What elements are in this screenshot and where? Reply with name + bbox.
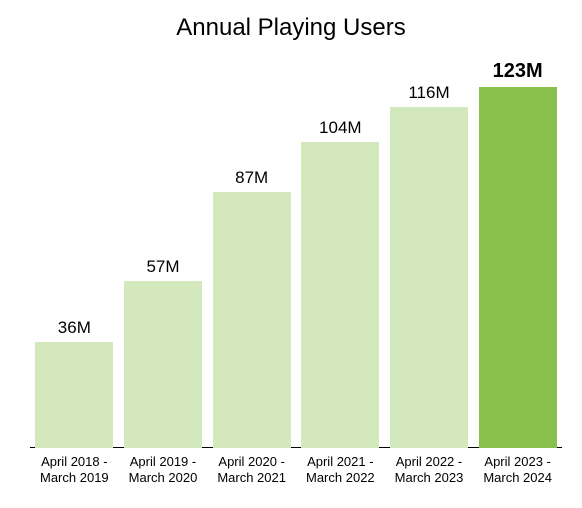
bar-label-1: 57M — [124, 257, 202, 277]
bar-3: 104M — [301, 142, 379, 448]
chart-plot-area: 36M57M87M104M116M123M — [30, 66, 562, 448]
bar-2: 87M — [213, 192, 291, 448]
chart-title: Annual Playing Users — [0, 14, 582, 42]
bar-5: 123M — [479, 87, 557, 448]
category-label-4: April 2022 - March 2023 — [385, 454, 474, 487]
bar-label-4: 116M — [390, 83, 468, 103]
bar-4: 116M — [390, 107, 468, 448]
category-label-5: April 2023 - March 2024 — [473, 454, 562, 487]
bar-1: 57M — [124, 281, 202, 448]
bar-0: 36M — [35, 342, 113, 448]
category-label-1: April 2019 - March 2020 — [119, 454, 208, 487]
annual-playing-users-chart: Annual Playing Users 36M57M87M104M116M12… — [0, 0, 582, 508]
category-label-2: April 2020 - March 2021 — [207, 454, 296, 487]
category-label-0: April 2018 - March 2019 — [30, 454, 119, 487]
category-label-3: April 2021 - March 2022 — [296, 454, 385, 487]
bar-label-3: 104M — [301, 118, 379, 138]
bar-label-5: 123M — [479, 60, 557, 83]
bar-label-0: 36M — [35, 318, 113, 338]
bar-label-2: 87M — [213, 168, 291, 188]
